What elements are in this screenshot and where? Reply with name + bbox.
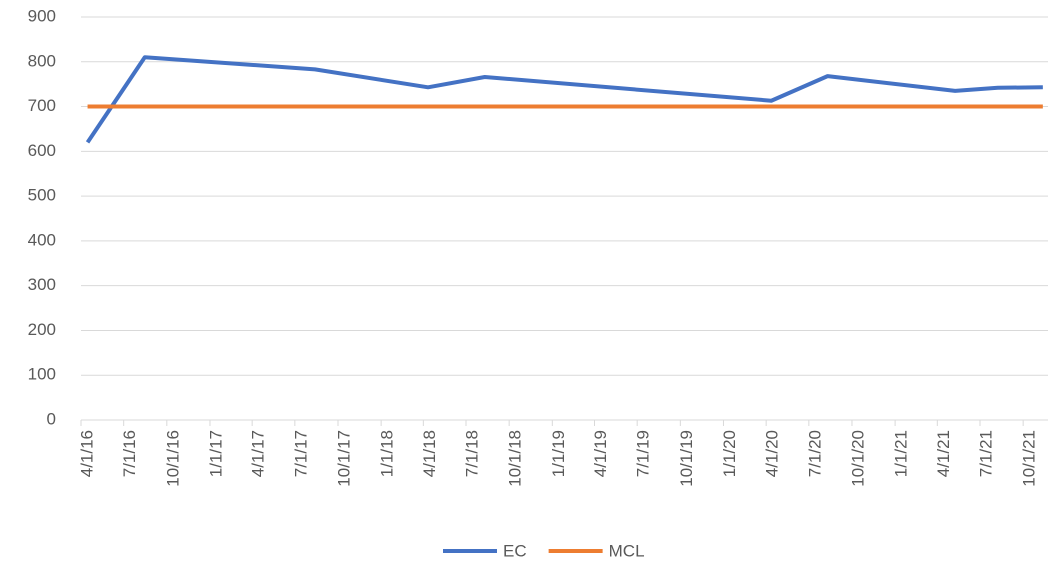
x-tick-label: 1/1/21 — [892, 430, 911, 477]
x-tick-label: 7/1/17 — [291, 430, 310, 477]
y-tick-label: 700 — [28, 96, 56, 115]
y-tick-label: 900 — [28, 6, 56, 25]
x-tick-label: 1/1/19 — [549, 430, 568, 477]
x-tick-label: 7/1/18 — [463, 430, 482, 477]
legend-label: MCL — [609, 541, 645, 560]
y-tick-label: 200 — [28, 320, 56, 339]
x-tick-label: 7/1/20 — [805, 430, 824, 477]
x-tick-label: 4/1/19 — [591, 430, 610, 477]
x-tick-label: 4/1/20 — [763, 430, 782, 477]
x-tick-label: 10/1/21 — [1020, 430, 1039, 487]
x-tick-label: 7/1/21 — [976, 430, 995, 477]
x-tick-label: 10/1/17 — [334, 430, 353, 487]
y-tick-label: 400 — [28, 230, 56, 249]
y-tick-label: 800 — [28, 51, 56, 70]
x-tick-label: 1/1/20 — [720, 430, 739, 477]
x-tick-label: 1/1/17 — [206, 430, 225, 477]
line-series — [85, 55, 1043, 144]
x-tick-label: 4/1/21 — [934, 430, 953, 477]
x-tick-label: 10/1/18 — [506, 430, 525, 487]
x-tick-label: 4/1/18 — [420, 430, 439, 477]
y-tick-label: 600 — [28, 141, 56, 160]
x-tick-label: 10/1/19 — [677, 430, 696, 487]
x-tick-label: 4/1/16 — [77, 430, 96, 477]
x-tick-label: 7/1/19 — [634, 430, 653, 477]
y-tick-label: 0 — [47, 409, 56, 428]
x-tick-label: 10/1/20 — [848, 430, 867, 487]
legend-label: EC — [503, 541, 527, 560]
x-tick-label: 7/1/16 — [120, 430, 139, 477]
x-tick-label: 10/1/16 — [163, 430, 182, 487]
y-tick-label: 500 — [28, 186, 56, 205]
y-tick-label: 300 — [28, 275, 56, 294]
x-tick-label: 1/1/18 — [378, 430, 397, 477]
x-tick-label: 4/1/17 — [249, 430, 268, 477]
y-tick-label: 100 — [28, 365, 56, 384]
